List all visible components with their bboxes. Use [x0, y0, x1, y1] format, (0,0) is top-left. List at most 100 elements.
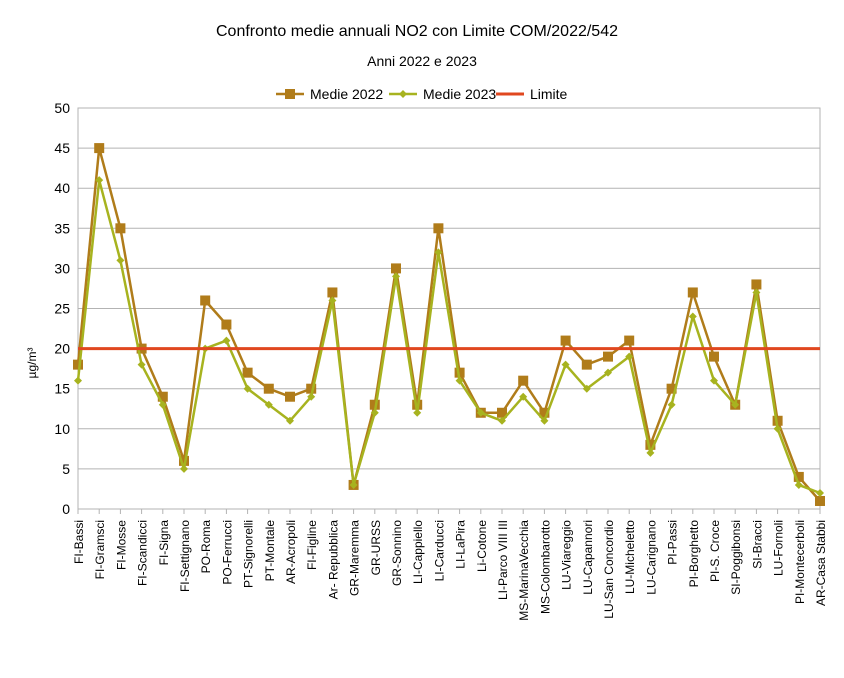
- data-point: [625, 352, 634, 361]
- x-tick-label: GR-Sonnino: [390, 520, 404, 586]
- data-point: [645, 439, 656, 450]
- data-point: [815, 495, 825, 506]
- data-point: [137, 360, 146, 369]
- data-point: [604, 368, 612, 377]
- data-point: [454, 367, 465, 378]
- data-point: [74, 376, 82, 385]
- x-tick-label: PI-S. Croce: [708, 520, 722, 582]
- x-tick-label: LU-Micheletto: [623, 520, 637, 594]
- x-tick-label: FI-Settignano: [178, 520, 192, 592]
- y-tick-label: 50: [54, 100, 70, 116]
- data-point: [200, 295, 211, 306]
- x-tick-label: PT-Signorelli: [242, 520, 256, 588]
- data-point: [434, 248, 443, 257]
- legend-label: Medie 2022: [310, 86, 383, 102]
- data-point: [115, 223, 126, 234]
- x-tick-label: LI-Parco VIII III: [496, 520, 510, 600]
- legend-item-1: Medie 2023: [389, 86, 496, 102]
- x-tick-label: Ar- Repubblica: [326, 520, 340, 600]
- x-tick-label: LU-Viareggio: [560, 520, 574, 590]
- y-tick-label: 35: [54, 220, 70, 236]
- x-tick-label: MS-Colombarotto: [538, 520, 552, 614]
- legend-item-2: Limite: [496, 86, 568, 102]
- data-point: [667, 400, 676, 409]
- data-point: [751, 279, 762, 290]
- series-line: [76, 146, 821, 502]
- x-tick-label: MS-MarinaVecchia: [517, 520, 531, 621]
- x-tick-label: LU-San Concordio: [602, 520, 616, 619]
- data-point: [221, 319, 232, 330]
- data-point: [709, 351, 719, 362]
- data-point: [497, 407, 507, 418]
- x-tick-label: FI-Mosse: [114, 520, 128, 570]
- x-tick-label: LI-LaPira: [454, 520, 468, 569]
- x-tick-label: AR-Casa Stabbi: [814, 520, 828, 606]
- data-point: [518, 375, 529, 386]
- data-point: [816, 488, 824, 497]
- data-point: [752, 288, 761, 297]
- data-point: [793, 471, 804, 482]
- x-tick-label: LI-Cappiello: [411, 520, 425, 584]
- data-point: [498, 416, 506, 425]
- x-tick-label: LI-Carducci: [432, 520, 446, 581]
- chart-title: Confronto medie annuali NO2 con Limite C…: [216, 23, 618, 40]
- data-point: [688, 312, 697, 321]
- x-tick-label: PT-Montale: [263, 520, 277, 582]
- y-tick-label: 20: [54, 341, 70, 357]
- data-point: [392, 272, 400, 281]
- data-point: [179, 455, 189, 466]
- data-point: [158, 400, 167, 409]
- legend: Medie 2022 Medie 2023 Limite: [276, 86, 568, 102]
- data-point: [263, 383, 274, 394]
- data-point: [391, 263, 401, 274]
- plot-frame: [77, 107, 821, 510]
- data-point: [560, 335, 571, 346]
- y-tick-label: 40: [54, 180, 70, 196]
- y-tick-label: 45: [54, 140, 70, 156]
- x-tick-label: FI-Signa: [157, 520, 171, 566]
- data-point: [242, 367, 253, 378]
- legend-label: Medie 2023: [423, 86, 496, 102]
- x-tick-label: LU-Fornoli: [772, 520, 786, 576]
- legend-swatch-marker: [399, 90, 407, 98]
- data-point: [687, 287, 698, 298]
- x-tick-label: PI-Montecerboli: [793, 520, 807, 604]
- chart-subtitle: Anni 2022 e 2023: [367, 53, 477, 69]
- data-point: [73, 359, 83, 370]
- x-tick-label: FI-Gramsci: [93, 520, 107, 579]
- data-point: [243, 384, 252, 393]
- x-tick-label: AR-Acropoli: [284, 520, 298, 584]
- x-tick-label: Li-Cotone: [475, 520, 489, 572]
- x-tick-label: FI-Bassi: [72, 520, 86, 564]
- x-tick-label: PI-Borghetto: [687, 520, 701, 588]
- data-point: [95, 176, 104, 185]
- y-tick-label: 15: [54, 381, 70, 397]
- data-point: [116, 256, 125, 265]
- y-tick-label: 25: [54, 301, 70, 317]
- data-point: [603, 351, 613, 362]
- x-tick-label: PO-Roma: [199, 520, 213, 574]
- data-point: [285, 391, 295, 402]
- legend-item-0: Medie 2022: [276, 86, 383, 102]
- series-line: [76, 178, 821, 495]
- data-point: [370, 408, 379, 417]
- data-point: [476, 408, 485, 417]
- x-tick-label: SI-Bracci: [750, 520, 764, 569]
- data-point: [94, 143, 105, 154]
- data-point: [327, 287, 338, 298]
- data-point: [349, 480, 358, 489]
- x-tick-label: FI-Scandicci: [136, 520, 150, 586]
- data-point: [180, 464, 188, 473]
- y-tick-label: 0: [62, 501, 70, 517]
- data-point: [222, 336, 231, 345]
- data-point: [286, 416, 294, 425]
- data-point: [794, 480, 803, 489]
- y-tick-label: 30: [54, 260, 70, 276]
- data-point: [157, 391, 168, 402]
- y-tick-label: 5: [62, 461, 70, 477]
- data-point: [624, 335, 635, 346]
- x-tick-label: FI-Figline: [305, 520, 319, 570]
- data-point: [773, 424, 782, 433]
